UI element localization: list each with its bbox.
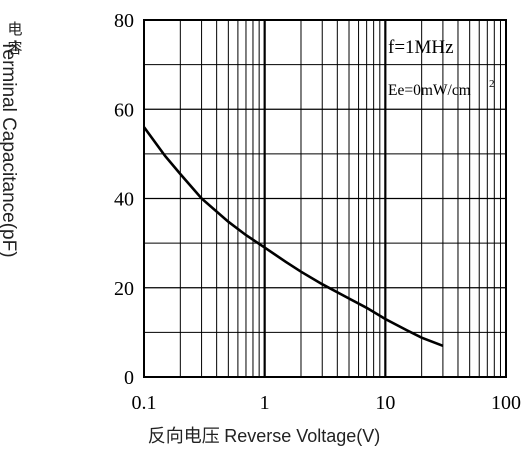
y-tick-label: 60 [114, 99, 134, 121]
y-tick-label: 0 [124, 367, 134, 389]
x-axis-label-cn: 反向电压 [147, 426, 220, 447]
x-tick-labels: 0.1 1 10 100 [132, 392, 522, 414]
annotation-frequency: f=1MHz [388, 37, 454, 58]
y-tick-label: 80 [114, 10, 134, 32]
x-axis-title: 反向电压 Reverse Voltage(V) [0, 422, 528, 448]
y-tick-label: 40 [114, 189, 134, 211]
x-tick-label: 0.1 [132, 392, 157, 414]
annotation-superscript: 2 [489, 78, 495, 90]
y-tick-label: 20 [114, 278, 134, 300]
capacitance-curve [142, 126, 444, 348]
x-axis-label: Reverse Voltage(V) [224, 426, 381, 446]
y-tick-labels: 0 20 40 60 80 [114, 10, 134, 389]
y-axis-label-cn: 电容 [7, 20, 23, 57]
plot-frame [143, 19, 507, 378]
major-gridlines [144, 20, 506, 377]
x-tick-label: 100 [491, 392, 521, 414]
y-axis-label: Terminal Capacitance(pF) [0, 40, 19, 258]
annotation-irradiance: Ee=0mW/cm [388, 82, 471, 99]
x-tick-label: 10 [375, 392, 395, 414]
x-tick-label: 1 [260, 392, 270, 414]
